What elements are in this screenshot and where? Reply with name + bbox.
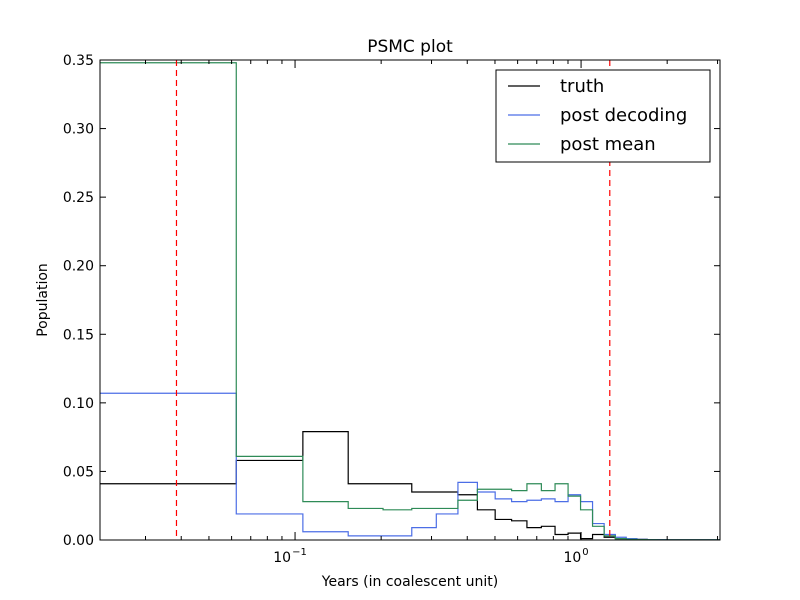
legend-label: truth xyxy=(560,76,604,97)
y-axis-title: Population xyxy=(35,263,51,337)
y-tick-label: 0.25 xyxy=(63,190,94,206)
y-tick-label: 0.10 xyxy=(63,396,94,412)
y-tick-label: 0.30 xyxy=(63,122,94,138)
y-tick-label: 0.35 xyxy=(63,53,94,69)
x-axis-title: Years (in coalescent unit) xyxy=(321,574,498,590)
chart-title: PSMC plot xyxy=(367,37,453,57)
y-tick-label: 0.00 xyxy=(63,533,94,549)
series-line-post-mean xyxy=(100,62,720,540)
plot-area xyxy=(100,60,720,540)
y-tick-label: 0.20 xyxy=(63,259,94,275)
y-tick-label: 0.15 xyxy=(63,327,94,343)
y-tick-label: 0.05 xyxy=(63,464,94,480)
plot-frame xyxy=(99,59,721,541)
legend-box xyxy=(495,69,711,163)
legend-label: post mean xyxy=(560,134,656,155)
legend-label: post decoding xyxy=(560,105,687,126)
legend: truth post decoding post mean xyxy=(495,69,711,163)
